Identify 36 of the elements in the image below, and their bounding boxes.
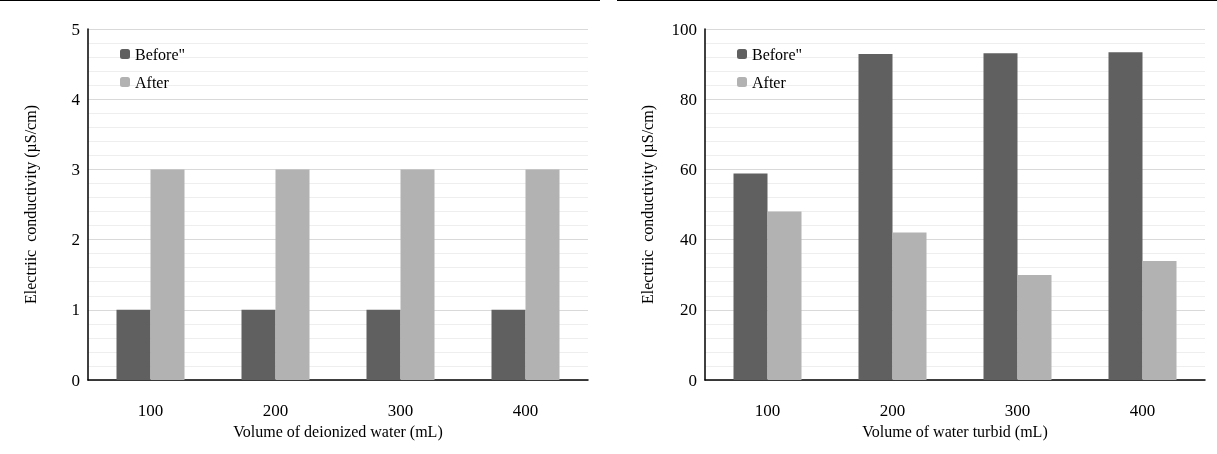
y-tick-label: 0 xyxy=(71,370,80,390)
legend-label: Before" xyxy=(135,45,186,63)
y-tick-label: 1 xyxy=(71,300,80,320)
y-tick-label: 4 xyxy=(71,89,81,109)
y-tick-label: 2 xyxy=(71,230,80,250)
x-axis-title: Volume of water turbid (mL) xyxy=(862,423,1048,442)
bar xyxy=(767,211,802,380)
y-tick-label: 5 xyxy=(71,19,80,39)
y-tick-label: 0 xyxy=(688,370,697,390)
x-tick-label: 200 xyxy=(262,401,289,420)
y-tick-label: 80 xyxy=(680,89,697,109)
y-tick-label: 100 xyxy=(671,19,697,39)
bar xyxy=(892,232,927,380)
legend-label: After xyxy=(135,73,170,91)
y-tick-label: 40 xyxy=(680,230,697,250)
legend-label: After xyxy=(752,73,787,91)
bar xyxy=(858,53,893,380)
bar xyxy=(1142,261,1177,380)
y-tick-label: 60 xyxy=(680,159,697,179)
y-axis-title: Electriic conductivity (µS/cm) xyxy=(638,105,657,304)
x-tick-label: 400 xyxy=(1129,401,1156,420)
x-tick-label: 200 xyxy=(879,401,906,420)
bar xyxy=(1017,275,1052,380)
x-tick-label: 300 xyxy=(387,401,414,420)
bar xyxy=(983,53,1018,380)
legend-label: Before" xyxy=(752,45,803,63)
x-tick-label: 300 xyxy=(1004,401,1031,420)
y-tick-label: 3 xyxy=(71,159,80,179)
bar xyxy=(733,173,768,380)
x-tick-label: 400 xyxy=(512,401,539,420)
x-axis-title: Volume of deionized water (mL) xyxy=(233,423,443,442)
y-tick-label: 20 xyxy=(680,300,697,320)
y-axis-title: Electriic conductivity (µS/cm) xyxy=(21,105,40,304)
x-tick-label: 100 xyxy=(754,401,781,420)
x-tick-label: 100 xyxy=(137,401,164,420)
bar xyxy=(1108,52,1143,380)
